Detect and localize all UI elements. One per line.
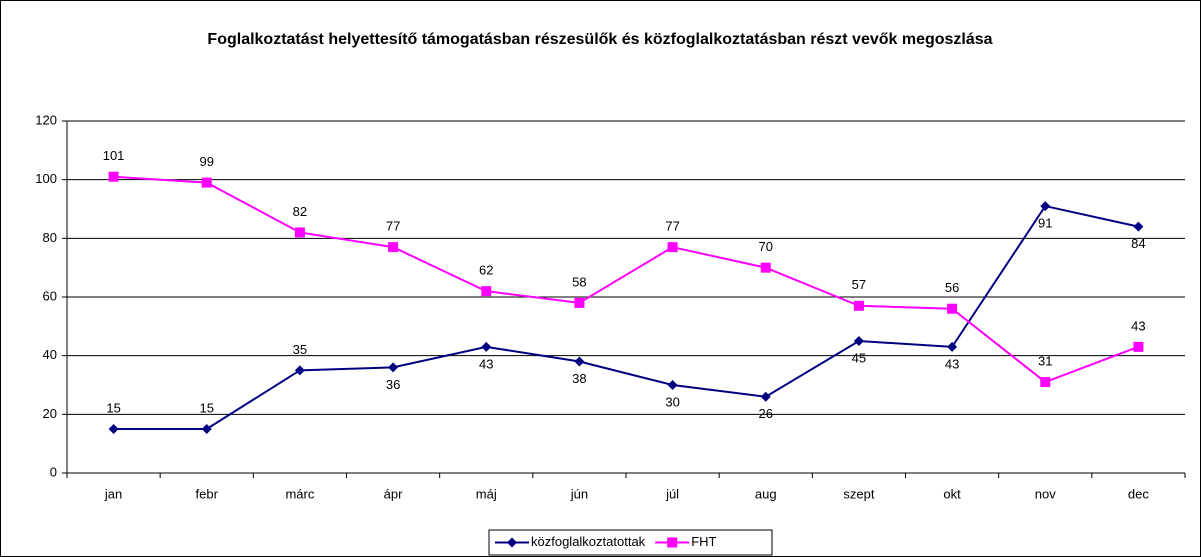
data-label: 101 (103, 148, 125, 163)
legend-label: közfoglalkoztatottak (531, 534, 646, 549)
data-label: 57 (852, 277, 866, 292)
data-point (1040, 201, 1051, 212)
data-label: 31 (1038, 354, 1052, 369)
data-point (108, 424, 119, 434)
data-point (667, 380, 678, 390)
data-point (481, 341, 492, 352)
data-point (1040, 377, 1051, 388)
data-point (760, 391, 771, 402)
x-tick-label: aug (755, 486, 777, 501)
x-tick-label: okt (943, 486, 961, 501)
y-tick-label: 0 (50, 464, 57, 479)
data-point (760, 262, 771, 273)
data-point (853, 336, 864, 346)
data-label: 99 (200, 154, 214, 169)
data-label: 70 (759, 239, 773, 254)
data-point (201, 424, 212, 434)
x-tick-label: nov (1035, 486, 1056, 501)
legend-marker (507, 537, 517, 548)
data-point (1133, 221, 1144, 232)
data-label: 43 (1131, 318, 1145, 333)
data-label: 62 (479, 263, 493, 278)
y-tick-label: 40 (43, 347, 57, 362)
y-tick-label: 80 (43, 230, 57, 245)
series-line (113, 204, 1139, 430)
data-point (294, 227, 305, 238)
data-label: 45 (852, 350, 866, 365)
data-label: 26 (759, 406, 773, 421)
x-tick-label: júl (665, 486, 679, 501)
data-label: 91 (1038, 216, 1052, 231)
data-label: 30 (665, 394, 679, 409)
data-label: 56 (945, 280, 959, 295)
data-label: 43 (479, 356, 493, 371)
x-tick-label: dec (1128, 486, 1149, 501)
data-label: 38 (572, 371, 586, 386)
data-point (388, 242, 399, 253)
x-tick-label: máj (476, 486, 497, 501)
x-tick-label: márc (285, 486, 314, 501)
legend-label: FHT (691, 534, 716, 549)
data-point (574, 297, 585, 308)
data-point (853, 300, 864, 311)
x-tick-label: jún (570, 486, 588, 501)
data-label: 77 (386, 219, 400, 234)
chart-title: Foglalkoztatást helyettesítő támogatásba… (207, 31, 993, 48)
x-tick-label: szept (843, 486, 874, 501)
data-label: 58 (572, 274, 586, 289)
y-tick-label: 100 (35, 171, 57, 186)
x-tick-label: jan (104, 486, 122, 501)
data-point (947, 303, 958, 314)
y-tick-label: 120 (35, 112, 57, 127)
x-tick-label: ápr (384, 486, 403, 501)
data-label: 15 (106, 400, 120, 415)
data-point (947, 341, 958, 352)
series-line (113, 175, 1139, 384)
data-label: 82 (293, 204, 307, 219)
data-point (201, 177, 212, 188)
data-point (108, 171, 119, 182)
data-label: 43 (945, 356, 959, 371)
data-label: 77 (665, 219, 679, 234)
data-point (388, 362, 399, 373)
legend-box (488, 529, 773, 556)
data-point (1133, 341, 1144, 352)
data-label: 84 (1131, 236, 1145, 251)
data-point (294, 365, 305, 376)
y-tick-label: 60 (43, 288, 57, 303)
data-point (667, 242, 678, 253)
y-tick-label: 20 (43, 406, 57, 421)
x-tick-label: febr (196, 486, 219, 501)
data-point (574, 356, 585, 367)
data-point (481, 286, 492, 297)
data-label: 36 (386, 377, 400, 392)
data-label: 15 (200, 400, 214, 415)
legend-marker (667, 537, 678, 548)
data-label: 35 (293, 342, 307, 357)
